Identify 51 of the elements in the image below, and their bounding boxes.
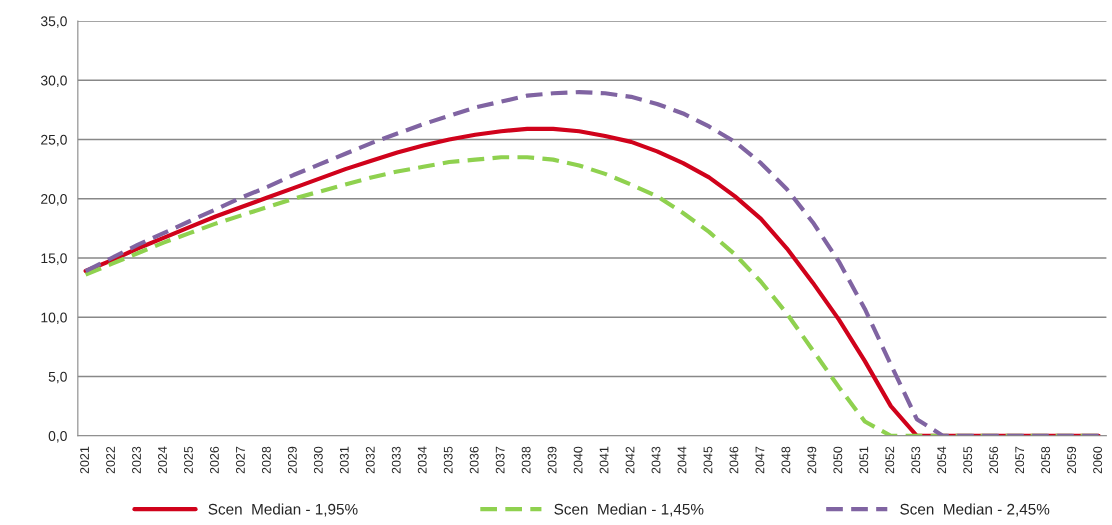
x-tick-label: 2021 [80, 446, 89, 474]
y-tick-label: 15,0 [41, 253, 67, 265]
x-tick-label: 2024 [158, 446, 167, 474]
x-tick-label: 2033 [391, 446, 401, 474]
y-tick-label: 30,0 [40, 75, 67, 88]
x-tick-label: 2036 [469, 446, 479, 474]
x-tick-label: 2027 [235, 446, 245, 474]
legend-label: Scen Median - 1,45% [554, 503, 704, 517]
x-tick-label: 2026 [210, 446, 219, 474]
legend-label: Scen Median - 1,95% [208, 503, 358, 517]
legend-label: Scen Median - 2,45% [900, 503, 1050, 517]
x-tick-label: 2057 [1015, 446, 1025, 474]
y-tick-label: 35,0 [40, 16, 67, 28]
x-tick-label: 2052 [885, 446, 895, 474]
x-tick-label: 2037 [495, 446, 505, 474]
x-tick-label: 2029 [287, 446, 297, 474]
x-tick-label: 2054 [937, 446, 947, 474]
x-tick-label: 2028 [261, 446, 271, 474]
y-tick-label: 0,0 [48, 431, 67, 443]
x-tick-label: 2044 [677, 446, 687, 474]
x-tick-label: 2048 [781, 446, 791, 474]
x-tick-label: 2045 [703, 446, 713, 474]
x-tick-label: 2032 [365, 446, 375, 474]
x-tick-label: 2059 [1067, 446, 1077, 474]
x-tick-label: 2034 [417, 446, 427, 474]
x-tick-label: 2058 [1041, 446, 1051, 474]
x-tick-label: 2051 [859, 446, 869, 474]
x-tick-label: 2030 [313, 446, 323, 474]
x-tick-label: 2035 [443, 446, 453, 474]
x-tick-label: 2040 [573, 446, 583, 474]
x-tick-label: 2060 [1093, 446, 1102, 474]
x-tick-label: 2043 [651, 446, 661, 474]
x-tick-label: 2023 [132, 446, 141, 474]
y-tick-label: 5,0 [48, 371, 67, 384]
x-tick-label: 2056 [989, 446, 999, 474]
y-tick-label: 25,0 [41, 134, 67, 147]
x-tick-label: 2055 [963, 446, 973, 474]
x-tick-label: 2050 [833, 446, 843, 474]
x-tick-label: 2047 [755, 446, 765, 474]
x-tick-label: 2053 [911, 446, 921, 474]
x-tick-label: 2041 [599, 446, 609, 474]
x-tick-label: 2038 [521, 446, 531, 474]
y-tick-label: 20,0 [41, 194, 67, 206]
x-tick-label: 2042 [625, 446, 635, 474]
x-tick-label: 2022 [106, 446, 115, 474]
x-tick-label: 2031 [339, 446, 349, 474]
x-tick-label: 2025 [184, 446, 193, 474]
x-tick-label: 2039 [547, 446, 557, 474]
x-tick-label: 2046 [729, 446, 739, 474]
y-tick-label: 10,0 [41, 312, 67, 325]
x-tick-label: 2049 [807, 446, 817, 474]
